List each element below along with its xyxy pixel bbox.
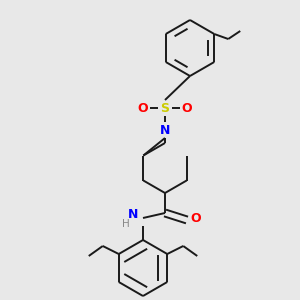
Text: H: H <box>122 219 130 229</box>
Text: O: O <box>182 101 192 115</box>
Text: N: N <box>128 208 138 221</box>
Text: N: N <box>160 124 170 136</box>
Text: O: O <box>138 101 148 115</box>
Text: S: S <box>160 101 169 115</box>
Text: O: O <box>191 212 201 224</box>
